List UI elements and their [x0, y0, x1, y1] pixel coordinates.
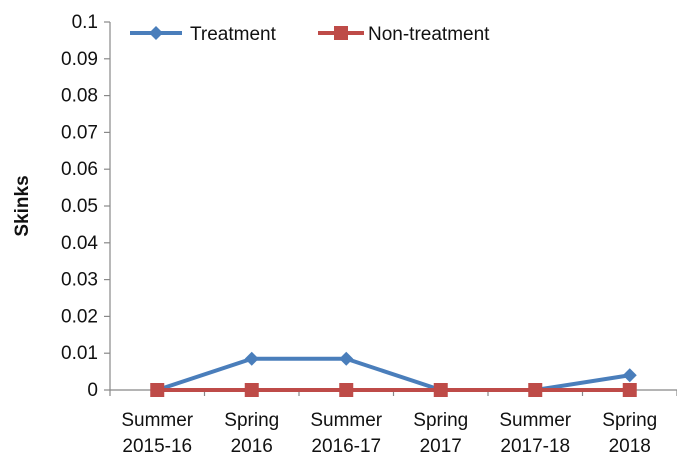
y-tick-label: 0.1	[72, 12, 98, 33]
y-tick-label: 0.01	[61, 343, 98, 364]
x-tick-label: 2016-17	[311, 436, 381, 457]
y-tick-label: 0.05	[61, 196, 98, 217]
legend: Treatment Non-treatment	[130, 24, 490, 45]
x-tick-label: 2017	[420, 436, 462, 457]
x-tick-label: 2017-18	[500, 436, 570, 457]
data-point-marker	[339, 383, 354, 397]
legend-marker	[149, 26, 163, 40]
data-point-marker	[150, 383, 165, 397]
y-tick-label: 0.09	[61, 49, 98, 70]
data-point-marker	[528, 383, 543, 397]
x-tick-label: Spring	[224, 410, 279, 431]
x-tick-label: 2018	[609, 436, 651, 457]
x-tick-label: Summer	[499, 410, 571, 431]
legend-marker	[334, 26, 348, 40]
y-tick-label: 0.04	[61, 233, 98, 254]
y-tick-label: 0	[87, 380, 98, 401]
x-tick-label: Spring	[602, 410, 657, 431]
y-axis-ticks: 0 0.01 0.02 0.03 0.04 0.05 0.06 0.07 0.08 0.09 0.1	[61, 12, 110, 401]
y-tick-label: 0.07	[61, 122, 98, 143]
y-tick-label: 0.06	[61, 159, 98, 180]
x-tick-label: Spring	[413, 410, 468, 431]
x-tick-label: Summer	[310, 410, 382, 431]
legend-item-0: Treatment	[130, 24, 277, 45]
series-1	[150, 383, 637, 397]
data-point-marker	[433, 383, 448, 397]
y-axis-title-group: Skinks	[12, 175, 33, 236]
data-point-marker	[244, 383, 259, 397]
data-point-marker	[622, 383, 637, 397]
legend-item-1: Non-treatment	[318, 24, 490, 45]
legend-label: Treatment	[190, 24, 277, 45]
y-tick-label: 0.03	[61, 270, 98, 291]
series-layer	[150, 351, 637, 397]
x-tick-label: Summer	[121, 410, 193, 431]
x-tick-label: 2016	[231, 436, 273, 457]
y-tick-label: 0.02	[61, 306, 98, 327]
y-axis-title: Skinks	[12, 175, 33, 236]
data-point-marker	[622, 368, 637, 383]
data-point-marker	[244, 351, 259, 366]
x-axis-ticks: Summer 2015-16 Spring 2016 Summer 2016-17 Spri…	[109, 390, 677, 457]
legend-label: Non-treatment	[368, 24, 490, 45]
chart-axes	[109, 22, 677, 391]
x-tick-label: 2015-16	[122, 436, 192, 457]
data-point-marker	[339, 351, 354, 366]
y-tick-label: 0.08	[61, 86, 98, 107]
series-line	[156, 356, 631, 392]
